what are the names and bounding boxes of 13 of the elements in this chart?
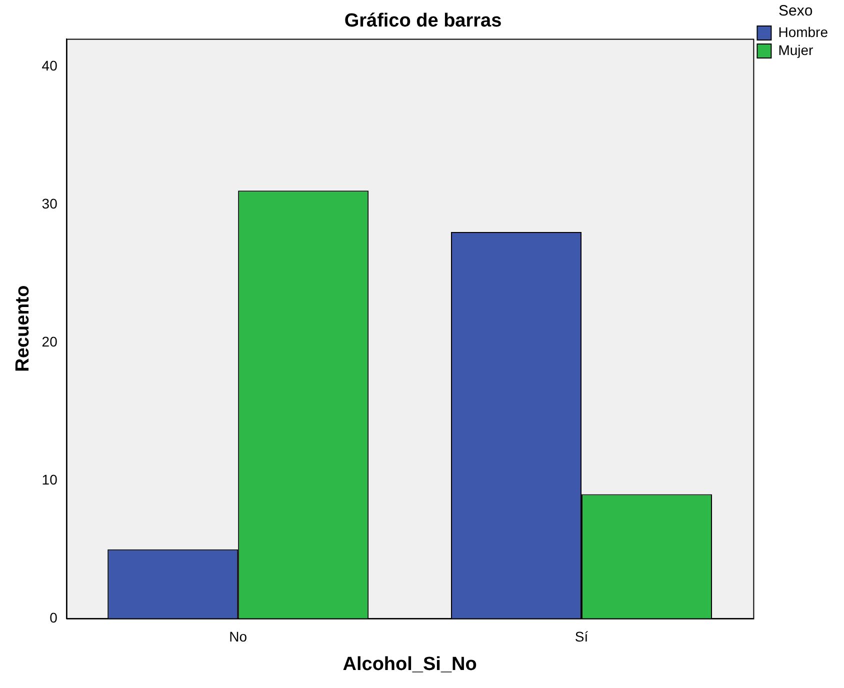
x-tick-label: No	[229, 628, 248, 645]
y-tick-label: 40	[42, 57, 58, 74]
chart-title: Gráfico de barras	[344, 10, 502, 32]
x-axis-title: Alcohol_Si_No	[342, 654, 477, 675]
y-tick-label: 10	[42, 471, 58, 488]
x-tick-label: Sí	[574, 628, 588, 645]
y-tick-label: 30	[42, 195, 58, 212]
y-tick-label: 0	[50, 609, 58, 626]
legend-label: Hombre	[778, 24, 828, 40]
legend-label: Mujer	[778, 42, 814, 58]
legend-title: Sexo	[778, 2, 813, 20]
y-axis-title: Recuento	[12, 285, 34, 372]
y-tick-label: 20	[42, 333, 58, 350]
